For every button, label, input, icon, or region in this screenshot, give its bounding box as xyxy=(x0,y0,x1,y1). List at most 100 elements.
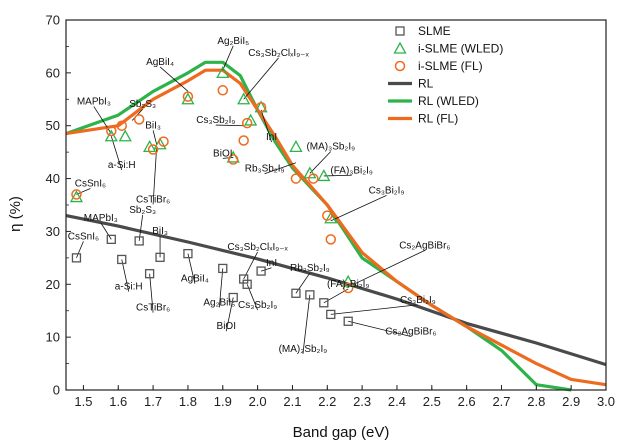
legend-swatch-0 xyxy=(395,26,405,36)
y-tick-label-2: 20 xyxy=(46,277,60,292)
x-tick-label-4: 1.9 xyxy=(214,394,232,409)
x-tick-label-6: 2.1 xyxy=(283,394,301,409)
x-tick-label-0: 1.5 xyxy=(74,394,92,409)
series-2-point-15 xyxy=(325,234,337,245)
annotation-leader-5 xyxy=(215,124,244,127)
series-0-point-0 xyxy=(71,253,82,263)
series-2-point-5 xyxy=(158,136,169,147)
annotation-leader-22 xyxy=(187,253,196,284)
series-2-point-13 xyxy=(308,173,319,184)
legend-label-3: RL xyxy=(418,77,434,91)
annotation-leader-12 xyxy=(309,151,332,174)
annotation-label-14: Cs₃Bi₂I₉ xyxy=(369,185,405,196)
annotation-leader-9 xyxy=(152,147,157,205)
y-tick-label-6: 60 xyxy=(46,65,60,80)
annotation-label-18: BiI₃ xyxy=(152,226,168,237)
fit-lines xyxy=(65,60,607,392)
annotation-label-6: InI xyxy=(266,132,277,143)
y-tick-label-4: 40 xyxy=(46,171,60,186)
annotation-label-1: Cs₃Sb₂ClₓI₉₋ₓ xyxy=(248,48,309,59)
legend-swatch-1 xyxy=(393,41,407,54)
series-0-point-1 xyxy=(106,234,116,245)
series-0-point-4 xyxy=(144,269,155,279)
plot-background xyxy=(66,20,606,390)
annotation-leader-2 xyxy=(159,66,189,92)
annotation-label-29: (FA)₃Bi₂I₉ xyxy=(327,279,370,290)
plot-area xyxy=(66,20,606,390)
annotation-label-16: MAPbI₃ xyxy=(84,213,118,224)
annotation-leader-3 xyxy=(93,106,112,134)
annotation-label-32: (MA)₃Sb₂I₉ xyxy=(279,344,328,355)
series-1-point-15 xyxy=(341,274,355,287)
x-tick-label-9: 2.4 xyxy=(388,394,406,409)
annotation-leader-6 xyxy=(260,109,272,143)
series-2-point-12 xyxy=(290,173,302,184)
annotation-leader-16 xyxy=(100,222,112,240)
legend-label-1: i-SLME (WLED) xyxy=(418,42,503,56)
series-1-point-2 xyxy=(118,129,132,142)
annotation-label-21: InI xyxy=(266,258,277,269)
annotation-label-5: Cs₃Sb₂I₉ xyxy=(196,115,235,126)
annotation-label-3: MAPbI₃ xyxy=(77,97,111,108)
annotation-label-10: BiOI xyxy=(213,148,232,159)
legend-label-5: RL (FL) xyxy=(418,112,458,126)
series-2-point-11 xyxy=(255,101,267,113)
annotation-label-30: Cs₂AgBiBr₆ xyxy=(399,240,450,251)
y-tick-label-3: 30 xyxy=(46,224,60,239)
x-tick-label-15: 3.0 xyxy=(597,394,615,409)
y-axis-label: η (%) xyxy=(7,196,24,232)
annotation-leader-33 xyxy=(348,320,411,337)
x-tick-label-1: 1.6 xyxy=(109,394,127,409)
annotation-label-13: (FA)₃Bi₂I₉ xyxy=(330,165,373,176)
x-tick-label-8: 2.3 xyxy=(353,394,371,409)
annotation-label-22: AgBiI₄ xyxy=(181,274,209,285)
annotation-leader-31 xyxy=(330,304,418,315)
annotation-label-17: Sb₂S₃ xyxy=(129,205,156,216)
annotation-leader-8 xyxy=(110,136,123,171)
series-1-point-12 xyxy=(303,166,317,179)
series-0-point-7 xyxy=(218,263,228,274)
series-0-point-3 xyxy=(134,236,144,246)
annotation-leader-32 xyxy=(302,294,311,354)
y-tick-label-0: 0 xyxy=(53,383,60,398)
series-0-point-10 xyxy=(242,279,252,289)
annotation-label-15: CsSnI₆ xyxy=(75,179,106,190)
annotation-label-33: Cs₂AgBiBr₆ xyxy=(385,327,436,338)
annotation-label-8: a-Si:H xyxy=(108,160,136,171)
y-tick-label-1: 10 xyxy=(46,330,60,345)
annotation-leader-7 xyxy=(152,130,157,145)
series-2-point-2 xyxy=(116,120,127,131)
series-2-point-10 xyxy=(241,117,253,129)
annotation-label-23: a-Si:H xyxy=(115,282,143,293)
annotation-label-25: Ag₂BiI₅ xyxy=(203,297,235,308)
annotation-label-27: BiOI xyxy=(217,321,236,332)
series-1-point-13 xyxy=(317,169,331,182)
annotation-label-26: Cs₃Sb₂I₉ xyxy=(238,300,277,311)
series-1-point-0 xyxy=(69,190,84,203)
annotations: Ag₂BiI₅ Cs₃Sb₂ClₓI₉₋ₓ AgBiI₄ MAPbI₃ Sb₂S₃ Cs₃… xyxy=(68,36,451,355)
annotation-leader-15 xyxy=(76,188,91,195)
annotation-label-7: BiI₃ xyxy=(145,120,161,131)
legend-label-4: RL (WLED) xyxy=(418,94,479,108)
series-0-point-12 xyxy=(291,288,301,298)
legend-swatch-2 xyxy=(394,60,406,72)
legend-label-2: i-SLME (FL) xyxy=(418,59,483,73)
series-1-point-6 xyxy=(216,66,230,79)
annotation-label-28: Rb₃Sb₂I₉ xyxy=(290,263,330,274)
axes: 1.5 1.6 1.7 1.8 1.9 2.0 2.1 2.2 2.3 2.4 2.5 2.6 2.7 2… xyxy=(46,13,616,410)
series-0-point-2 xyxy=(117,254,127,265)
series-2-point-16 xyxy=(342,282,354,294)
x-tick-label-7: 2.2 xyxy=(318,394,336,409)
annotation-leader-25 xyxy=(218,268,224,308)
series-0-point-14 xyxy=(319,298,329,308)
series-2-point-8 xyxy=(227,154,239,165)
series-2-point-6 xyxy=(182,91,194,102)
series-1-point-4 xyxy=(153,137,167,150)
annotation-leader-11 xyxy=(264,162,297,175)
annotation-leader-0 xyxy=(222,45,234,71)
series-2-point-9 xyxy=(238,135,249,146)
annotation-label-19: CsSnI₆ xyxy=(68,231,99,242)
annotation-leader-19 xyxy=(76,241,84,259)
annotation-leader-13 xyxy=(323,174,352,177)
series-2-point-3 xyxy=(133,114,145,125)
